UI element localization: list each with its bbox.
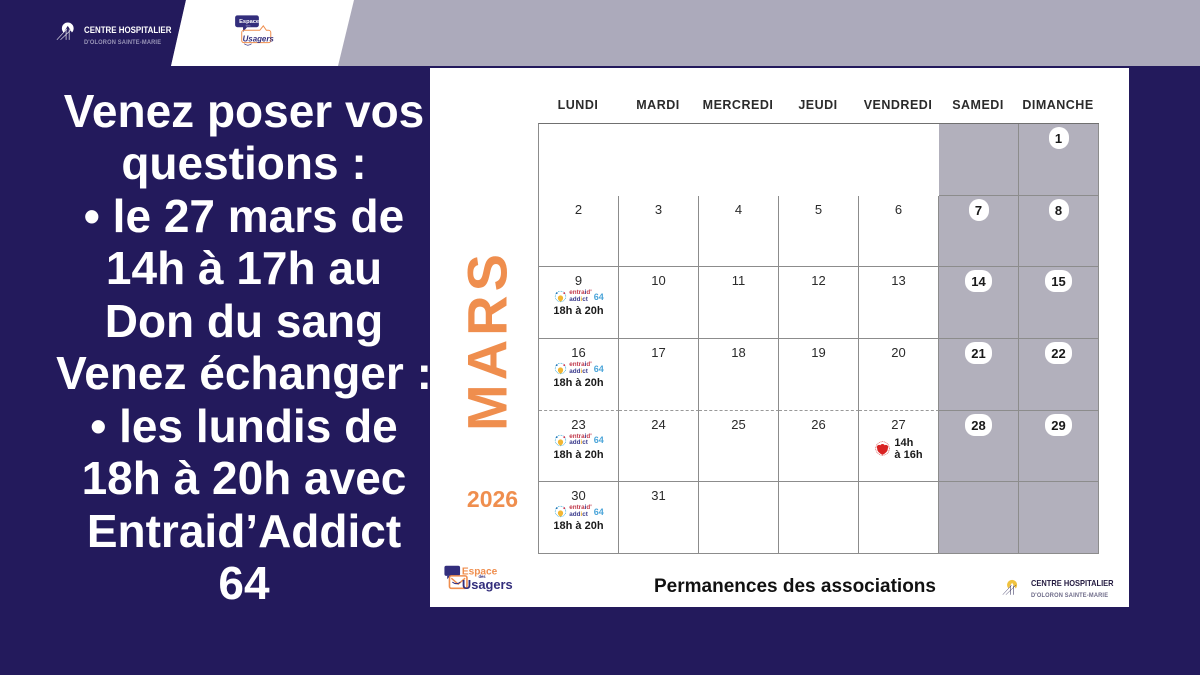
svg-text:Usagers: Usagers (243, 35, 275, 44)
svg-text:Usagers: Usagers (462, 577, 513, 592)
svg-text:des: des (246, 23, 251, 27)
